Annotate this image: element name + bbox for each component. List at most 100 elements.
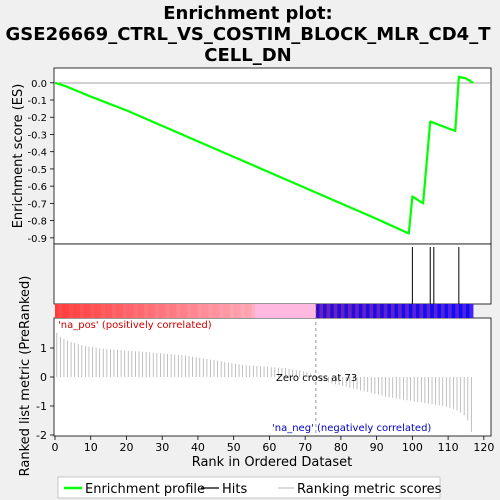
- heatmap-cell: [298, 304, 302, 318]
- metric-y-axis: -2 -1 0 1: [36, 342, 54, 442]
- heatmap-cell: [262, 304, 267, 318]
- x-tick-label: 0: [52, 441, 59, 454]
- heatmap-cell: [319, 304, 324, 318]
- heatmap-cell: [451, 304, 456, 318]
- title-line-1: Enrichment plot:: [163, 3, 333, 24]
- heatmap-cell: [240, 304, 245, 318]
- x-tick-label: 100: [402, 441, 423, 454]
- es-y-tick-label: -0.8: [27, 217, 47, 228]
- heatmap-cell: [423, 304, 427, 318]
- chart-title: Enrichment plot: GSE26669_CTRL_VS_COSTIM…: [6, 3, 492, 66]
- legend: Enrichment profile Hits Ranking metric s…: [57, 476, 442, 499]
- hit-markers: [411, 247, 460, 304]
- heatmap-cell: [387, 304, 392, 318]
- heatmap-cell: [430, 304, 435, 318]
- heatmap-cell: [269, 304, 274, 318]
- heatmap-cell: [462, 304, 467, 318]
- heatmap-cell: [283, 304, 288, 318]
- heatmap-cell: [165, 304, 170, 318]
- x-tick-label: 60: [262, 441, 276, 454]
- hits-panel: [53, 243, 492, 305]
- heatmap-cell: [426, 304, 431, 318]
- heatmap-cell: [355, 304, 360, 318]
- heatmap-cell: [251, 304, 256, 318]
- es-y-tick-label: -0.3: [27, 130, 47, 141]
- heatmap-cell: [255, 304, 260, 318]
- heatmap-cell: [233, 304, 238, 318]
- legend-enrichment-label: Enrichment profile: [85, 482, 205, 497]
- heatmap-cell: [144, 304, 149, 318]
- legend-box: [57, 476, 441, 499]
- heatmap-cell: [94, 304, 99, 318]
- heatmap-cell: [133, 304, 138, 318]
- heatmap-cell: [187, 304, 192, 318]
- heatmap-cell: [469, 304, 474, 318]
- heatmap-cell: [180, 304, 184, 318]
- heatmap-cell: [294, 304, 299, 318]
- metric-x-axis: 0 10 20 30 40 50 60 70 80 90 100 110 120: [52, 436, 494, 454]
- heatmap-cell: [169, 304, 174, 318]
- heatmap-cell: [373, 304, 377, 318]
- heatmap-cell: [258, 304, 263, 318]
- heatmap-cell: [401, 304, 406, 318]
- heatmap-cell: [380, 304, 385, 318]
- neg-annotation: 'na_neg' (negatively correlated): [272, 423, 431, 434]
- metric-y-axis-label: Ranked list metric (PreRanked): [18, 276, 33, 477]
- heatmap-cell: [301, 304, 306, 318]
- metric-y-tick-label: -2: [36, 429, 47, 442]
- heatmap-cell: [362, 304, 367, 318]
- heatmap-cell: [108, 304, 113, 318]
- metric-y-tick-label: 0: [40, 371, 47, 384]
- heatmap-cell: [87, 304, 92, 318]
- heatmap-cell: [201, 304, 206, 318]
- heatmap-cell: [444, 304, 449, 318]
- heatmap-cell: [208, 304, 213, 318]
- es-y-tick-label: -0.9: [27, 234, 47, 245]
- heatmap-cell: [97, 304, 102, 318]
- x-tick-label: 90: [370, 441, 384, 454]
- x-tick-label: 120: [473, 441, 494, 454]
- heatmap-cell: [190, 304, 195, 318]
- heatmap-cell: [197, 304, 202, 318]
- heatmap-cell: [126, 304, 131, 318]
- enrichment-profile-line: [54, 75, 474, 235]
- heatmap-cell: [376, 304, 381, 318]
- heatmap-cell: [437, 304, 442, 318]
- heatmap-cell: [276, 304, 281, 318]
- x-axis-label: Rank in Ordered Dataset: [192, 455, 353, 470]
- heatmap-cell: [105, 304, 109, 318]
- heatmap-cell: [237, 304, 242, 318]
- es-y-tick-label: -0.6: [27, 182, 47, 193]
- title-line-2: GSE26669_CTRL_VS_COSTIM_BLOCK_MLR_CD4_T: [6, 24, 492, 45]
- heatmap-cell: [287, 304, 292, 318]
- heatmap-cell: [358, 304, 363, 318]
- heatmap-cell: [55, 304, 59, 318]
- heatmap-cell: [330, 304, 335, 318]
- heatmap-cell: [280, 304, 285, 318]
- heatmap-cell: [80, 304, 84, 318]
- heatmap-cell: [158, 304, 163, 318]
- heatmap-cell: [440, 304, 445, 318]
- heatmap-cell: [219, 304, 224, 318]
- heatmap-cell: [69, 304, 74, 318]
- heatmap-cell: [130, 304, 134, 318]
- heatmap-cell: [147, 304, 152, 318]
- heatmap-cell: [119, 304, 124, 318]
- es-y-tick-label: -0.2: [27, 113, 47, 124]
- heatmap-cell: [137, 304, 142, 318]
- heatmap-cell: [398, 304, 402, 318]
- heatmap-cell: [419, 304, 424, 318]
- heatmap-cell: [344, 304, 349, 318]
- heatmap-cell: [62, 304, 67, 318]
- heatmap-cell: [122, 304, 127, 318]
- heatmap-cell: [305, 304, 310, 318]
- metric-y-tick-label: -1: [36, 400, 47, 413]
- es-y-axis: 0.0 -0.1 -0.2 -0.3 -0.4 -0.5 -0.6 -0.7 -0.8 -0.9: [27, 79, 54, 245]
- heatmap-cell: [315, 304, 320, 318]
- heatmap-cell: [76, 304, 81, 318]
- heatmap-cell: [323, 304, 327, 318]
- legend-hits-label: Hits: [222, 482, 247, 497]
- x-tick-label: 50: [227, 441, 241, 454]
- heatmap-cell: [455, 304, 460, 318]
